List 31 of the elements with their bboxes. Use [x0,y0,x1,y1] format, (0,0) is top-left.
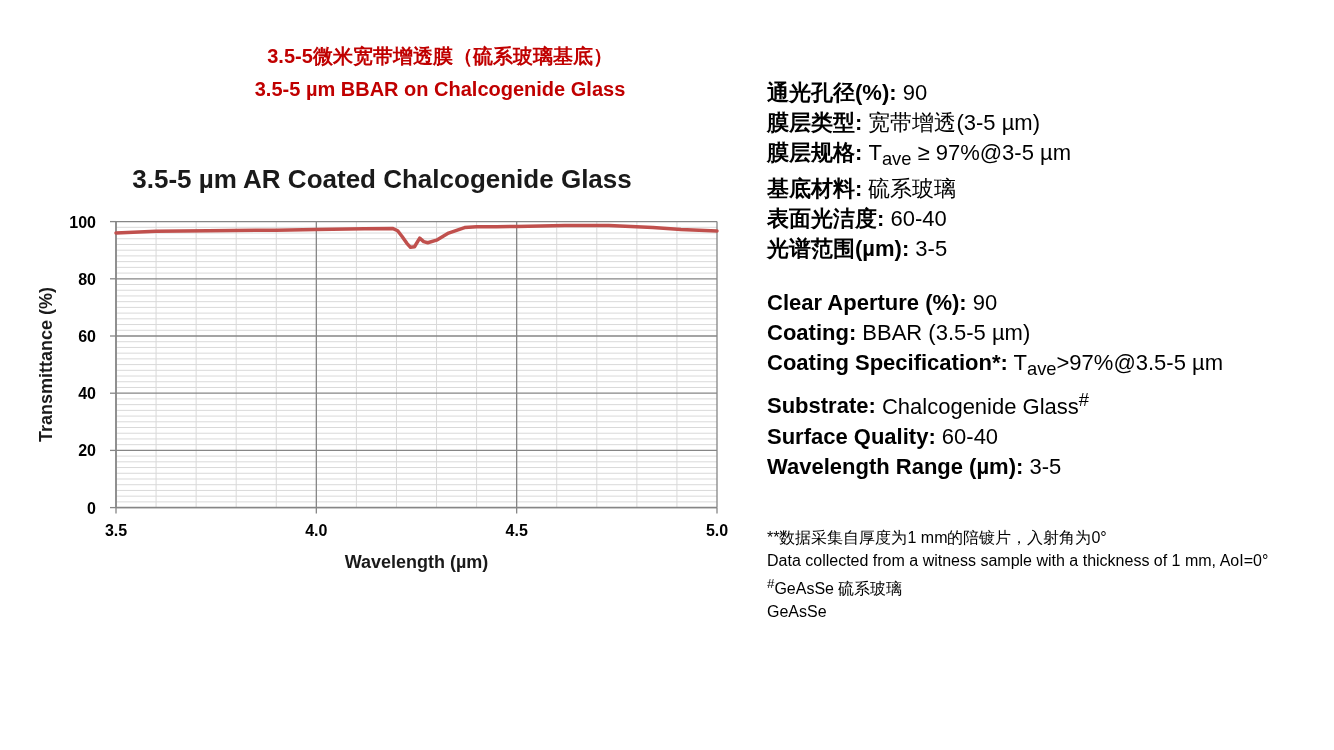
text: Coating Specification*: T$_{ave}$>97%@3.5-5 µm [767,350,1223,380]
text: **数据采集自厚度为1 mm的陪镀片，入射角为0° [767,528,1108,548]
y-tick-label: 80 [78,270,97,288]
text: Substrate: Chalcogenide Glass$^{#}$ [767,388,1090,419]
text: Wavelength Range (µm): 3-5 [767,453,1062,479]
text: 膜层类型: 宽带增透(3-5 µm) [767,110,1041,135]
y-tick-label: 60 [78,328,97,345]
y-tick-label: 0 [87,499,97,517]
text: 表面光洁度: 60-40 [767,206,947,232]
x-tick-label: 4.0 [305,521,328,539]
x-tick-label: 5.0 [705,521,729,539]
text: Surface Quality: 60-40 [767,423,999,449]
text: 3.5-5 µm BBAR on Chalcogenide Glass [253,77,627,102]
text: 膜层规格: T$_{ave}$ ≥ 97%@3-5 µm [767,140,1072,170]
text: 通光孔径(%): 90 [767,80,928,105]
text: 3.5-5微米宽带增透膜（硫系玻璃基底） [266,44,614,69]
text: Data collected from a witness sample with a thickness of 1 mm, AoI=0° [767,551,1270,571]
x-axis-title: Wavelength (µm) [344,551,489,572]
text: Coating: BBAR (3.5-5 µm) [767,320,1031,345]
text: 光谱范围(µm): 3-5 [767,236,948,262]
y-axis-title: Transmittance (%) [36,287,56,443]
text: 基底材料: 硫系玻璃 [767,176,957,202]
chart-title: 3.5-5 µm AR Coated Chalcogenide Glass [132,164,632,194]
text: GeAsSe [767,602,828,623]
x-tick-label: 3.5 [104,521,128,539]
text: $^{#}$GeAsSe 硫系玻璃 [767,575,904,600]
y-tick-label: 40 [78,385,97,403]
y-tick-label: 100 [69,213,97,231]
text: Clear Aperture (%): 90 [767,290,998,315]
y-tick-label: 20 [78,442,97,460]
x-tick-label: 4.5 [505,521,528,539]
